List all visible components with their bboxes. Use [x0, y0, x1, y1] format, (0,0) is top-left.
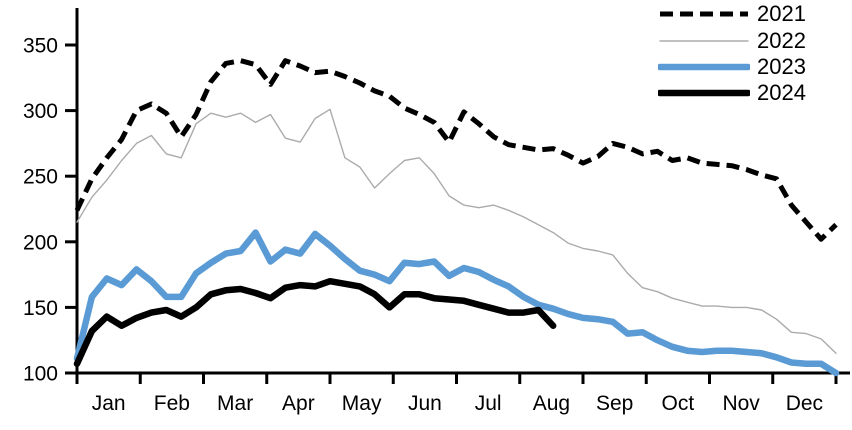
- x-axis-tick-label: Feb: [154, 392, 190, 415]
- legend-item-2021: 2021: [658, 1, 806, 27]
- y-axis-tick-label: 350: [23, 35, 58, 58]
- x-axis-tick-label: Oct: [662, 392, 695, 415]
- series-line-2023: [73, 229, 840, 377]
- x-axis-tick-label: Dec: [786, 392, 823, 415]
- legend-item-2022: 2022: [658, 27, 806, 53]
- legend-swatch-blue-line-icon: [658, 63, 750, 71]
- legend-swatch-thin-line-icon: [659, 39, 749, 42]
- legend-item-2023: 2023: [658, 54, 806, 80]
- y-axis-tick-label: 100: [23, 363, 58, 386]
- y-axis-tick-label: 150: [23, 297, 58, 320]
- legend-label: 2021: [757, 1, 806, 27]
- y-axis-tick-label: 300: [23, 100, 58, 123]
- x-axis-tick-label: Mar: [217, 392, 253, 415]
- x-axis-tick-label: Nov: [722, 392, 760, 415]
- legend-label: 2023: [757, 53, 806, 79]
- series-line-2024: [73, 277, 557, 368]
- legend-swatch-dashed-line-icon: [660, 11, 748, 17]
- legend-label: 2024: [757, 80, 806, 106]
- y-axis-tick-label: 250: [23, 166, 58, 189]
- y-axis-tick-label: 200: [23, 231, 58, 254]
- series-line-2022: [76, 108, 837, 354]
- x-axis-tick-label: Sep: [596, 392, 633, 415]
- x-axis-tick-label: Jun: [408, 392, 442, 415]
- series-line-2021: [74, 58, 838, 242]
- chart-legend: 2021 2022 2023 2024: [658, 1, 806, 107]
- legend-item-2024: 2024: [658, 80, 806, 106]
- legend-swatch-black-line-icon: [658, 90, 750, 97]
- x-axis-tick-label: Jul: [475, 392, 502, 415]
- x-axis-tick-label: Apr: [282, 392, 315, 415]
- x-axis-tick-label: Jan: [92, 392, 126, 415]
- x-axis-tick-label: Aug: [533, 392, 570, 415]
- x-axis-tick-label: May: [342, 392, 382, 415]
- legend-label: 2022: [757, 27, 806, 53]
